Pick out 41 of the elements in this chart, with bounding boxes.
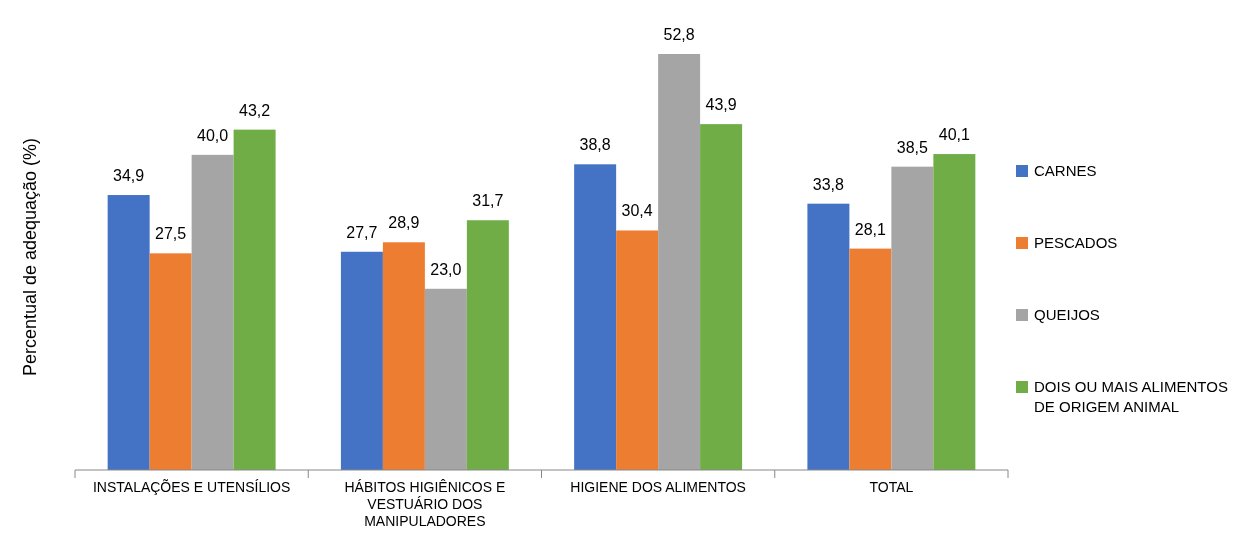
bar (574, 164, 617, 470)
bar (382, 242, 425, 470)
bar (424, 288, 467, 470)
data-label: 40,1 (938, 126, 971, 144)
legend-label: PESCADOS (1034, 234, 1118, 251)
data-label: 52,8 (663, 26, 695, 43)
data-label: 40,0 (197, 126, 229, 144)
data-label: 33,8 (812, 175, 845, 193)
legend-label: QUEIJOS (1034, 306, 1100, 323)
data-label: 27,5 (155, 225, 187, 243)
bar (340, 251, 383, 470)
x-tick-label: INSTALAÇÕES E UTENSÍLIOS (92, 479, 291, 495)
bar (807, 203, 850, 470)
bar (149, 253, 192, 470)
bar (849, 248, 892, 470)
bar (658, 54, 701, 470)
data-label: 27,7 (346, 223, 378, 241)
bar (933, 154, 976, 470)
x-tick-label: HÁBITOS HIGIÊNICOS E VESTUÁRIO DOS MANIPULADORES (344, 479, 506, 529)
data-label: 38,8 (579, 136, 611, 154)
bar (191, 154, 234, 470)
bar (107, 195, 150, 470)
legend-label: DOIS OU MAIS ALIMENTOS DE ORIGEM ANIMAL (1034, 378, 1228, 415)
data-label: 28,9 (388, 214, 420, 232)
legend-label: CARNES (1034, 162, 1097, 179)
data-label: 31,7 (472, 192, 504, 210)
bar (891, 166, 934, 470)
data-label: 43,2 (239, 101, 271, 119)
data-label: 38,5 (896, 138, 929, 156)
x-tick-label: TOTAL (869, 479, 914, 495)
data-label: 23,0 (430, 260, 462, 278)
data-label: 30,4 (621, 202, 653, 220)
data-label: 34,9 (113, 167, 145, 185)
bar (466, 220, 509, 470)
bar (700, 124, 743, 470)
x-tick-label: HIGIENE DOS ALIMENTOS (570, 479, 746, 495)
y-axis-title: Percentual de adequação (%) (20, 137, 40, 377)
data-label: 28,1 (854, 220, 887, 238)
data-label: 43,9 (705, 96, 737, 114)
bar (233, 129, 276, 470)
bar (616, 230, 659, 470)
